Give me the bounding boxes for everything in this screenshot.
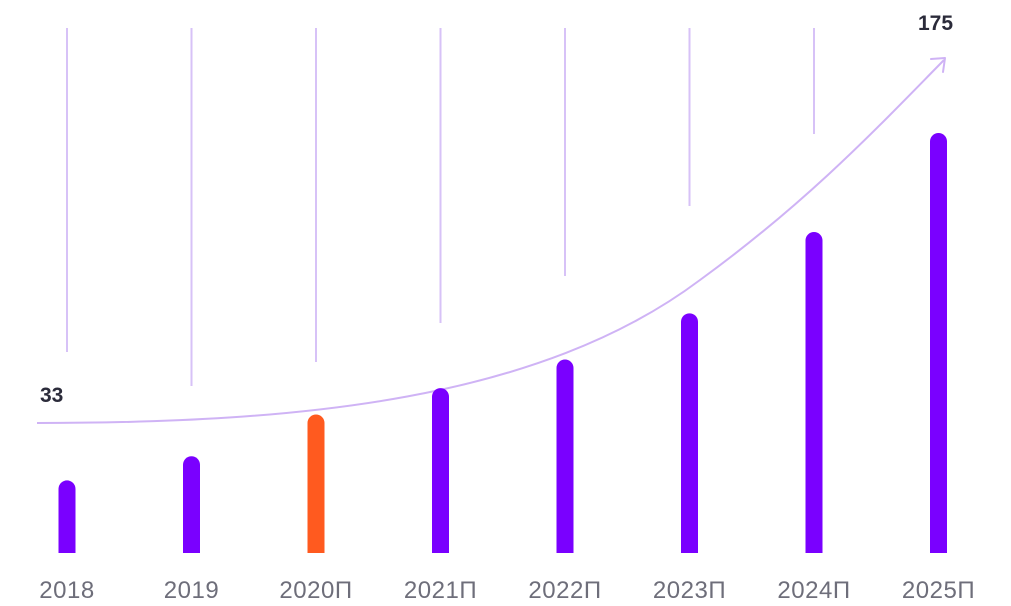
x-tick-label: 2022П <box>528 577 601 604</box>
x-tick-label: 2020П <box>279 577 352 604</box>
trend-end-label: 175 <box>918 12 953 35</box>
bar <box>930 133 947 553</box>
x-tick-label: 2023П <box>653 577 726 604</box>
x-tick-label: 2025П <box>902 577 975 604</box>
bar <box>556 359 574 553</box>
trend-arrow-head <box>930 57 946 73</box>
x-tick-label: 2021П <box>404 577 477 604</box>
x-axis-labels: 2018 2019 2020П 2021П 2022П 2023П 2024П 2025П <box>39 577 975 604</box>
x-tick-label: 2019 <box>164 577 219 604</box>
x-tick-label: 2018 <box>39 577 94 604</box>
bar <box>432 388 449 553</box>
bar <box>58 480 76 553</box>
guide-lines <box>66 28 815 386</box>
trend-arrow-line <box>36 59 945 424</box>
bar <box>805 231 823 553</box>
x-tick-label: 2024П <box>777 577 850 604</box>
trend-start-label: 33 <box>40 384 63 407</box>
bars <box>58 133 947 553</box>
bar <box>183 456 200 553</box>
bar <box>307 414 325 553</box>
bar <box>681 313 698 553</box>
